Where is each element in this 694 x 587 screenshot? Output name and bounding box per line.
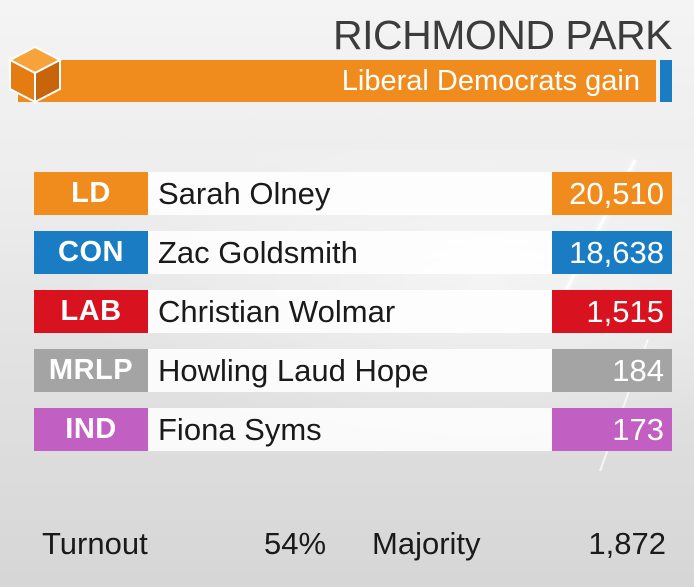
candidate-name: Zac Goldsmith	[158, 235, 358, 270]
candidate-name: Sarah Olney	[158, 176, 331, 211]
party-badge: LAB	[34, 290, 148, 333]
candidate-name: Howling Laud Hope	[158, 353, 429, 388]
turnout-value: 54%	[264, 526, 327, 561]
cube-logo-icon	[7, 45, 63, 104]
majority-label: Majority	[372, 526, 481, 561]
party-badge: MRLP	[34, 349, 148, 392]
constituency-title: RICHMOND PARK	[333, 12, 672, 58]
party-badge: IND	[34, 408, 148, 451]
party-badge: LD	[34, 172, 148, 215]
candidate-row: IND Fiona Syms 173	[34, 408, 672, 451]
candidate-row: CON Zac Goldsmith 18,638	[34, 231, 672, 274]
results-table: LD Sarah Olney 20,510 CON Zac Goldsmith …	[34, 172, 672, 467]
banner-accent-bar	[660, 60, 672, 102]
majority-value: 1,872	[588, 526, 666, 561]
candidate-row: LAB Christian Wolmar 1,515	[34, 290, 672, 333]
candidate-name: Fiona Syms	[158, 412, 322, 447]
vote-count: 18,638	[552, 231, 672, 274]
candidate-row: LD Sarah Olney 20,510	[34, 172, 672, 215]
result-banner: Liberal Democrats gain	[18, 60, 656, 102]
vote-count: 20,510	[552, 172, 672, 215]
vote-count: 1,515	[552, 290, 672, 333]
candidate-name: Christian Wolmar	[158, 294, 396, 329]
result-banner-text: Liberal Democrats gain	[341, 65, 640, 97]
vote-count: 173	[552, 408, 672, 451]
turnout-label: Turnout	[42, 526, 148, 561]
summary-footer: Turnout 54% Majority 1,872	[42, 526, 670, 566]
vote-count: 184	[552, 349, 672, 392]
candidate-row: MRLP Howling Laud Hope 184	[34, 349, 672, 392]
party-badge: CON	[34, 231, 148, 274]
